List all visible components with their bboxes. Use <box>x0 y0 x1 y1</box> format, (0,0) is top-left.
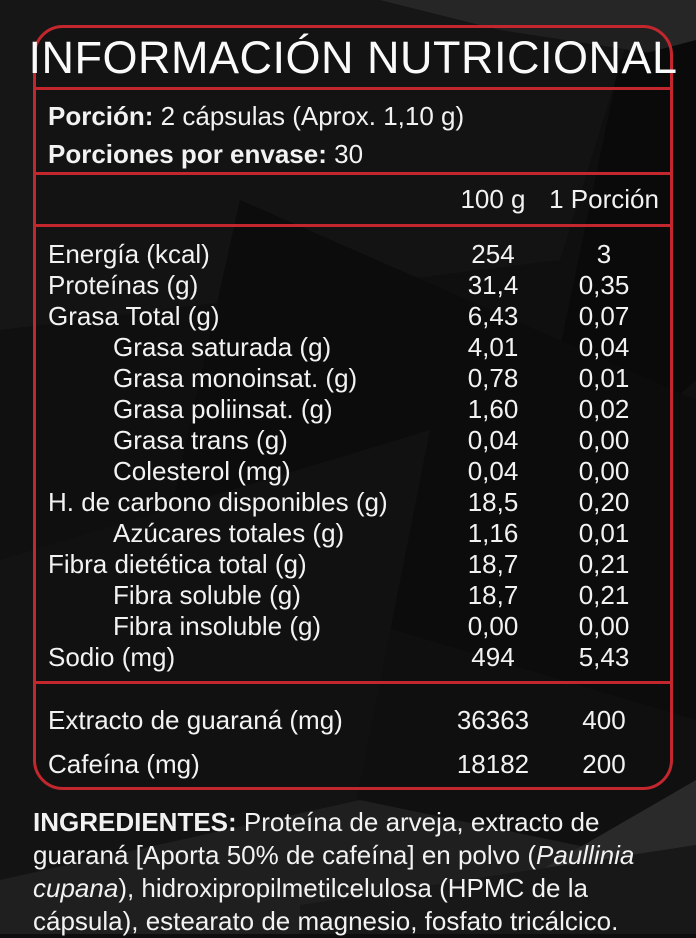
column-header-per-serving: 1 Porción <box>549 184 659 214</box>
value-per-100g: 0,78 <box>467 363 519 393</box>
nutrient-rows-section: Energía (kcal) 254 3 Proteínas (g) 31,4 0,35 G… <box>36 227 670 684</box>
column-header-row: 100 g 1 Porción <box>36 175 670 227</box>
value-per-100g: 4,01 <box>467 332 519 362</box>
servings-per-container-line: Porciones por envase: 30 <box>48 139 658 170</box>
ingredients-text-2: ), hidroxipropilmetilcelulosa (HPMC de l… <box>33 873 619 936</box>
nutrient-name: Colesterol (mg) <box>113 456 291 486</box>
table-row: Grasa trans (g) 0,04 0,00 <box>36 425 666 456</box>
table-row: Grasa monoinsat. (g) 0,78 0,01 <box>36 363 666 394</box>
value-per-100g: 254 <box>471 239 515 269</box>
serving-info-section: Porción: 2 cápsulas (Aprox. 1,10 g) Porc… <box>36 90 670 175</box>
value-per-100g: 0,04 <box>467 425 519 455</box>
table-row: Energía (kcal) 254 3 <box>36 239 666 270</box>
value-per-100g: 0,00 <box>467 611 519 641</box>
ingredients-label: INGREDIENTES: <box>33 807 237 837</box>
nutrient-name: Grasa monoinsat. (g) <box>113 363 358 393</box>
ingredients-species-name: Paullinia cupana <box>33 840 635 903</box>
value-per-serving: 0,20 <box>578 487 630 517</box>
table-row: Grasa saturada (g) 4,01 0,04 <box>36 332 666 363</box>
table-row: Grasa Total (g) 6,43 0,07 <box>36 301 666 332</box>
value-per-serving: 0,04 <box>578 332 630 362</box>
serving-size-label: Porción: <box>48 100 154 131</box>
value-per-serving: 3 <box>596 239 612 269</box>
ingredients-text-1: Proteína de arveja, extracto de guaraná … <box>33 807 600 870</box>
value-per-100g: 1,60 <box>467 394 519 424</box>
table-row: Fibra insoluble (g) 0,00 0,00 <box>36 611 666 642</box>
nutrient-name: Grasa poliinsat. (g) <box>113 394 333 424</box>
nutrient-name: Sodio (mg) <box>48 642 176 672</box>
nutrient-name: Azúcares totales (g) <box>113 518 345 548</box>
nutrient-name: Grasa Total (g) <box>48 301 220 331</box>
table-row: Sodio (mg) 494 5,43 <box>36 642 666 673</box>
nutrient-name: H. de carbono disponibles (g) <box>48 487 388 517</box>
table-row: Proteínas (g) 31,4 0,35 <box>36 270 666 301</box>
servings-per-container-value: 30 <box>326 138 364 169</box>
value-per-100g: 18182 <box>456 749 530 780</box>
value-per-100g: 18,7 <box>467 580 519 610</box>
value-per-100g: 36363 <box>456 704 530 735</box>
table-row: Azúcares totales (g) 1,16 0,01 <box>36 518 666 549</box>
value-per-serving: 0,21 <box>578 580 630 610</box>
nutrient-name: Fibra insoluble (g) <box>113 611 322 641</box>
table-row: Fibra soluble (g) 18,7 0,21 <box>36 580 666 611</box>
value-per-serving: 0,02 <box>578 394 630 424</box>
value-per-serving: 0,00 <box>578 456 630 486</box>
servings-per-container-label: Porciones por envase: <box>48 138 327 169</box>
table-row: Cafeína (mg) 18182 200 <box>36 743 666 788</box>
nutrient-name: Extracto de guaraná (mg) <box>48 704 343 735</box>
value-per-serving: 200 <box>582 749 626 780</box>
ingredients-paragraph: INGREDIENTES: Proteína de arveja, extrac… <box>33 806 691 938</box>
nutrient-name: Fibra dietética total (g) <box>48 549 307 579</box>
value-per-serving: 0,00 <box>578 611 630 641</box>
nutrient-name: Energía (kcal) <box>48 239 210 269</box>
value-per-serving: 0,07 <box>578 301 630 331</box>
value-per-100g: 18,5 <box>467 487 519 517</box>
panel-title-section: INFORMACIÓN NUTRICIONAL <box>29 28 677 90</box>
table-row: Fibra dietética total (g) 18,7 0,21 <box>36 549 666 580</box>
value-per-serving: 0,35 <box>578 270 630 300</box>
value-per-100g: 1,16 <box>467 518 519 548</box>
column-header-per-100g: 100 g <box>460 184 526 214</box>
value-per-serving: 0,00 <box>578 425 630 455</box>
nutrient-name: Fibra soluble (g) <box>113 580 301 610</box>
table-row: Extracto de guaraná (mg) 36363 400 <box>36 698 666 743</box>
value-per-100g: 31,4 <box>467 270 519 300</box>
value-per-serving: 0,21 <box>578 549 630 579</box>
table-row: H. de carbono disponibles (g) 18,5 0,20 <box>36 487 666 518</box>
nutrient-name: Grasa trans (g) <box>113 425 288 455</box>
serving-size-line: Porción: 2 cápsulas (Aprox. 1,10 g) <box>48 101 658 132</box>
table-row: Colesterol (mg) 0,04 0,00 <box>36 456 666 487</box>
value-per-serving: 400 <box>582 704 626 735</box>
value-per-100g: 494 <box>471 642 515 672</box>
value-per-serving: 0,01 <box>578 363 630 393</box>
table-row: Grasa poliinsat. (g) 1,60 0,02 <box>36 394 666 425</box>
nutrient-name: Cafeína (mg) <box>48 749 200 780</box>
nutrition-panel: INFORMACIÓN NUTRICIONAL Porción: 2 cápsu… <box>29 25 677 790</box>
page-title: INFORMACIÓN NUTRICIONAL <box>28 31 678 83</box>
value-per-serving: 5,43 <box>578 642 630 672</box>
value-per-serving: 0,01 <box>578 518 630 548</box>
value-per-100g: 18,7 <box>467 549 519 579</box>
nutrient-name: Proteínas (g) <box>48 270 199 300</box>
serving-size-value: 2 cápsulas (Aprox. 1,10 g) <box>153 100 465 131</box>
value-per-100g: 6,43 <box>467 301 519 331</box>
value-per-100g: 0,04 <box>467 456 519 486</box>
nutrient-name: Grasa saturada (g) <box>113 332 332 362</box>
extract-rows-section: Extracto de guaraná (mg) 36363 400 Cafeína … <box>36 684 670 787</box>
